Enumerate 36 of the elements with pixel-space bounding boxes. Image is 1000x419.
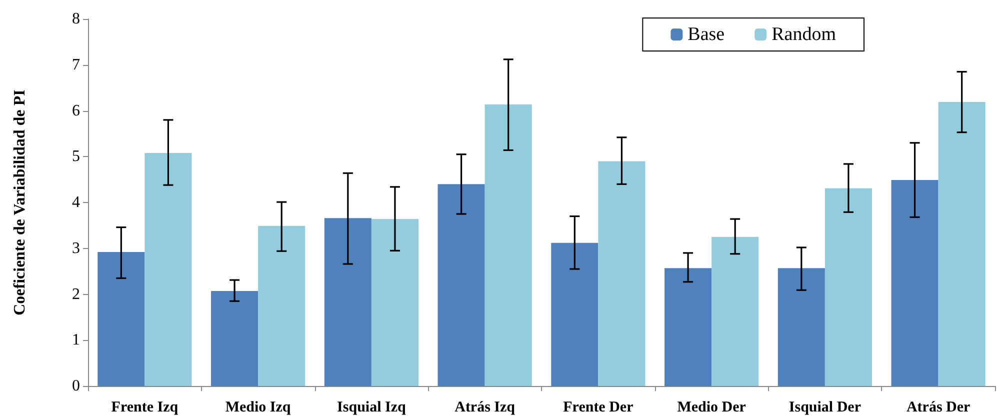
y-tick-label: 6 — [72, 102, 80, 120]
y-tick-label: 3 — [72, 240, 80, 257]
bar — [438, 184, 485, 386]
bar — [712, 236, 759, 386]
bar — [484, 104, 532, 386]
x-tick-label: Frente Der — [563, 400, 634, 416]
bar — [664, 268, 712, 386]
bar — [144, 152, 192, 386]
bar — [211, 291, 258, 386]
bar — [371, 219, 418, 386]
y-tick-label: 0 — [72, 378, 80, 394]
bar — [551, 242, 598, 386]
bar — [778, 268, 825, 386]
bar — [938, 102, 986, 386]
legend-label: Base — [688, 24, 725, 45]
legend-label: Random — [772, 24, 836, 45]
x-tick-label: Atrás Der — [906, 400, 971, 416]
x-tick-label: Medio Der — [677, 400, 746, 416]
y-axis-title: Coeficiente de Variabilidad de PI — [12, 90, 28, 316]
bar — [891, 180, 938, 386]
y-tick-label: 2 — [72, 286, 80, 303]
y-tick-label: 7 — [72, 56, 80, 74]
x-tick-label: Atrás Izq — [454, 400, 516, 416]
bar — [598, 161, 646, 386]
x-tick-label: Isquial Der — [788, 400, 862, 416]
bar — [324, 218, 372, 386]
bar — [258, 226, 306, 386]
y-tick-label: 5 — [72, 148, 80, 166]
x-tick-label: Medio Izq — [225, 400, 292, 416]
y-tick-label: 1 — [72, 332, 80, 349]
bar — [824, 188, 872, 386]
bar — [98, 252, 145, 386]
x-tick-label: Frente Izq — [111, 400, 179, 416]
x-tick-label: Isquial Izq — [337, 400, 406, 416]
y-tick-label: 8 — [72, 10, 80, 28]
y-tick-label: 4 — [72, 194, 80, 211]
